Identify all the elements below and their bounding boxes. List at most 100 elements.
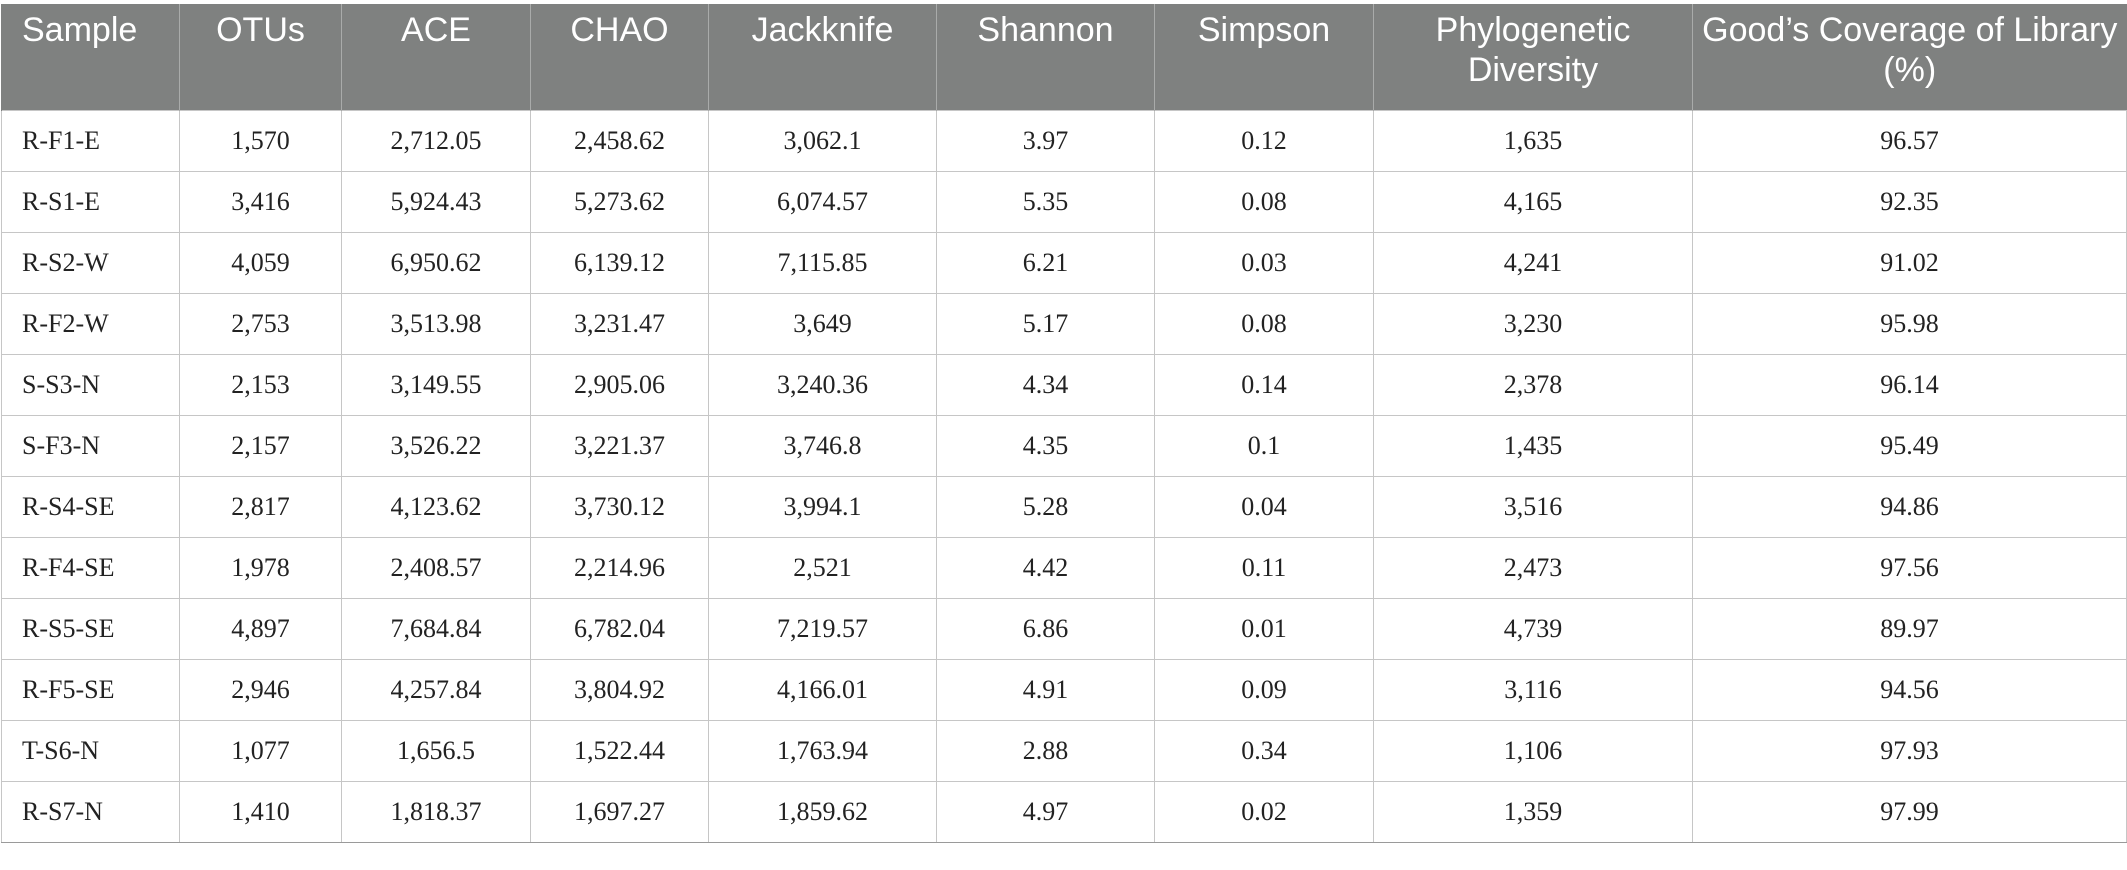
cell-goods-coverage: 92.35 bbox=[1692, 170, 2127, 233]
cell-jackknife: 3,746.8 bbox=[708, 414, 937, 477]
cell-sample: T-S6-N bbox=[1, 719, 180, 782]
table-row: R-F4-SE 1,978 2,408.57 2,214.96 2,521 4.42 0.1… bbox=[1, 536, 2127, 599]
cell-goods-coverage: 95.98 bbox=[1692, 292, 2127, 355]
cell-simpson: 0.01 bbox=[1154, 597, 1374, 660]
cell-sample: R-S7-N bbox=[1, 780, 180, 843]
header-shannon: Shannon bbox=[936, 4, 1155, 110]
cell-shannon: 4.35 bbox=[936, 414, 1155, 477]
cell-simpson: 0.34 bbox=[1154, 719, 1374, 782]
cell-jackknife: 1,763.94 bbox=[708, 719, 937, 782]
cell-goods-coverage: 97.93 bbox=[1692, 719, 2127, 782]
cell-jackknife: 2,521 bbox=[708, 536, 937, 599]
cell-ace: 4,123.62 bbox=[341, 475, 531, 538]
cell-chao: 6,782.04 bbox=[530, 597, 709, 660]
cell-goods-coverage: 97.56 bbox=[1692, 536, 2127, 599]
cell-sample: R-F1-E bbox=[1, 109, 180, 172]
table-row: R-S2-W 4,059 6,950.62 6,139.12 7,115.85 6.21 0… bbox=[1, 231, 2127, 294]
cell-goods-coverage: 97.99 bbox=[1692, 780, 2127, 843]
table-row: S-S3-N 2,153 3,149.55 2,905.06 3,240.36 4.34 0… bbox=[1, 353, 2127, 416]
cell-simpson: 0.08 bbox=[1154, 170, 1374, 233]
header-sample: Sample bbox=[1, 4, 180, 110]
cell-jackknife: 3,240.36 bbox=[708, 353, 937, 416]
cell-sample: S-S3-N bbox=[1, 353, 180, 416]
cell-jackknife: 7,219.57 bbox=[708, 597, 937, 660]
cell-phylogenetic-diversity: 3,116 bbox=[1373, 658, 1693, 721]
table-row: R-S7-N 1,410 1,818.37 1,697.27 1,859.62 4.97 0… bbox=[1, 780, 2127, 843]
table-row: R-F2-W 2,753 3,513.98 3,231.47 3,649 5.17 0.08… bbox=[1, 292, 2127, 355]
cell-jackknife: 3,994.1 bbox=[708, 475, 937, 538]
cell-shannon: 4.34 bbox=[936, 353, 1155, 416]
cell-goods-coverage: 89.97 bbox=[1692, 597, 2127, 660]
cell-chao: 3,221.37 bbox=[530, 414, 709, 477]
cell-otus: 2,817 bbox=[179, 475, 342, 538]
cell-shannon: 2.88 bbox=[936, 719, 1155, 782]
cell-ace: 2,712.05 bbox=[341, 109, 531, 172]
cell-chao: 2,458.62 bbox=[530, 109, 709, 172]
cell-shannon: 5.17 bbox=[936, 292, 1155, 355]
cell-chao: 3,730.12 bbox=[530, 475, 709, 538]
header-row: Sample OTUs ACE CHAO Jackknife Shannon S… bbox=[1, 4, 2127, 110]
cell-phylogenetic-diversity: 1,106 bbox=[1373, 719, 1693, 782]
cell-simpson: 0.08 bbox=[1154, 292, 1374, 355]
cell-simpson: 0.12 bbox=[1154, 109, 1374, 172]
cell-chao: 3,804.92 bbox=[530, 658, 709, 721]
cell-chao: 1,697.27 bbox=[530, 780, 709, 843]
cell-sample: R-F4-SE bbox=[1, 536, 180, 599]
cell-jackknife: 3,649 bbox=[708, 292, 937, 355]
cell-otus: 2,157 bbox=[179, 414, 342, 477]
cell-simpson: 0.1 bbox=[1154, 414, 1374, 477]
cell-ace: 3,526.22 bbox=[341, 414, 531, 477]
cell-sample: R-S2-W bbox=[1, 231, 180, 294]
cell-shannon: 6.86 bbox=[936, 597, 1155, 660]
cell-otus: 2,946 bbox=[179, 658, 342, 721]
cell-shannon: 6.21 bbox=[936, 231, 1155, 294]
cell-phylogenetic-diversity: 1,435 bbox=[1373, 414, 1693, 477]
cell-shannon: 5.28 bbox=[936, 475, 1155, 538]
table-row: R-S4-SE 2,817 4,123.62 3,730.12 3,994.1 5.28 0… bbox=[1, 475, 2127, 538]
table-row: T-S6-N 1,077 1,656.5 1,522.44 1,763.94 2.88 0.… bbox=[1, 719, 2127, 782]
cell-otus: 4,059 bbox=[179, 231, 342, 294]
header-otus: OTUs bbox=[179, 4, 342, 110]
table-row: R-S5-SE 4,897 7,684.84 6,782.04 7,219.57 6.86… bbox=[1, 597, 2127, 660]
table-row: S-F3-N 2,157 3,526.22 3,221.37 3,746.8 4.35 0.… bbox=[1, 414, 2127, 477]
cell-otus: 1,077 bbox=[179, 719, 342, 782]
cell-sample: R-F5-SE bbox=[1, 658, 180, 721]
cell-simpson: 0.04 bbox=[1154, 475, 1374, 538]
cell-ace: 5,924.43 bbox=[341, 170, 531, 233]
cell-jackknife: 6,074.57 bbox=[708, 170, 937, 233]
table-row: R-F5-SE 2,946 4,257.84 3,804.92 4,166.01 4.91… bbox=[1, 658, 2127, 721]
header-phylogenetic-diversity: Phylogenetic Diversity bbox=[1373, 4, 1693, 110]
cell-ace: 3,513.98 bbox=[341, 292, 531, 355]
cell-chao: 6,139.12 bbox=[530, 231, 709, 294]
cell-simpson: 0.11 bbox=[1154, 536, 1374, 599]
cell-shannon: 4.97 bbox=[936, 780, 1155, 843]
cell-sample: R-S4-SE bbox=[1, 475, 180, 538]
cell-ace: 1,656.5 bbox=[341, 719, 531, 782]
cell-phylogenetic-diversity: 4,739 bbox=[1373, 597, 1693, 660]
cell-chao: 1,522.44 bbox=[530, 719, 709, 782]
cell-sample: R-S1-E bbox=[1, 170, 180, 233]
table-body: R-F1-E 1,570 2,712.05 2,458.62 3,062.1 3.97 0.… bbox=[1, 109, 2127, 843]
cell-otus: 2,753 bbox=[179, 292, 342, 355]
cell-phylogenetic-diversity: 4,165 bbox=[1373, 170, 1693, 233]
cell-ace: 3,149.55 bbox=[341, 353, 531, 416]
cell-simpson: 0.14 bbox=[1154, 353, 1374, 416]
cell-phylogenetic-diversity: 2,378 bbox=[1373, 353, 1693, 416]
cell-phylogenetic-diversity: 2,473 bbox=[1373, 536, 1693, 599]
cell-simpson: 0.09 bbox=[1154, 658, 1374, 721]
cell-otus: 3,416 bbox=[179, 170, 342, 233]
cell-sample: S-F3-N bbox=[1, 414, 180, 477]
cell-jackknife: 7,115.85 bbox=[708, 231, 937, 294]
header-goods-coverage: Good’s Coverage of Library (%) bbox=[1692, 4, 2127, 110]
header-simpson: Simpson bbox=[1154, 4, 1374, 110]
cell-jackknife: 4,166.01 bbox=[708, 658, 937, 721]
cell-phylogenetic-diversity: 4,241 bbox=[1373, 231, 1693, 294]
cell-shannon: 5.35 bbox=[936, 170, 1155, 233]
cell-goods-coverage: 91.02 bbox=[1692, 231, 2127, 294]
cell-simpson: 0.02 bbox=[1154, 780, 1374, 843]
cell-otus: 1,570 bbox=[179, 109, 342, 172]
table-row: R-S1-E 3,416 5,924.43 5,273.62 6,074.57 5.35 0… bbox=[1, 170, 2127, 233]
header-jackknife: Jackknife bbox=[708, 4, 937, 110]
header-chao: CHAO bbox=[530, 4, 709, 110]
cell-jackknife: 1,859.62 bbox=[708, 780, 937, 843]
